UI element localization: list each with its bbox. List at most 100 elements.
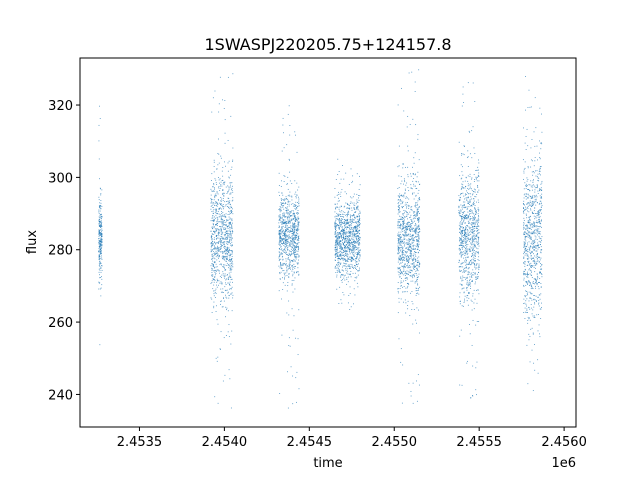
data-point: [229, 264, 231, 266]
data-point: [218, 241, 220, 243]
data-point: [358, 252, 360, 254]
data-point: [220, 184, 222, 186]
data-point: [399, 273, 401, 275]
data-point: [354, 217, 356, 218]
data-point: [463, 102, 465, 103]
data-point: [356, 232, 358, 234]
data-point: [532, 171, 534, 172]
data-point: [98, 211, 100, 213]
data-point: [288, 205, 290, 207]
data-point: [403, 267, 405, 269]
data-point: [288, 203, 290, 205]
data-point: [411, 253, 413, 255]
data-point: [218, 233, 220, 235]
data-point: [226, 224, 227, 226]
data-point: [356, 226, 358, 228]
data-point: [232, 237, 233, 239]
data-point: [338, 262, 340, 264]
data-point: [402, 240, 404, 242]
data-point: [417, 251, 419, 253]
data-point: [231, 256, 233, 257]
data-point: [462, 166, 463, 168]
data-point: [343, 232, 345, 234]
data-point: [284, 284, 286, 286]
data-point: [476, 394, 477, 396]
data-point: [342, 242, 344, 244]
data-point: [352, 249, 354, 251]
data-point: [524, 295, 526, 297]
data-point: [538, 314, 539, 315]
data-point: [286, 212, 288, 214]
data-point: [460, 233, 462, 235]
data-point: [477, 240, 479, 242]
data-point: [297, 243, 299, 245]
data-point: [414, 218, 416, 219]
data-point: [401, 241, 402, 243]
data-point: [473, 244, 475, 246]
data-point: [400, 224, 402, 226]
data-point: [294, 265, 296, 267]
data-point: [341, 254, 343, 256]
data-point: [212, 228, 214, 230]
data-point: [461, 242, 463, 244]
data-point: [285, 231, 287, 233]
data-point: [220, 248, 222, 250]
data-point: [415, 232, 416, 234]
data-point: [415, 215, 417, 217]
data-point: [279, 272, 280, 274]
data-point: [220, 155, 222, 157]
data-point: [459, 239, 461, 241]
data-point: [478, 321, 480, 322]
data-point: [464, 267, 466, 269]
data-point: [210, 265, 212, 267]
data-point: [406, 227, 408, 229]
data-point: [99, 261, 101, 263]
data-point: [418, 221, 420, 223]
data-point: [463, 154, 465, 156]
data-point: [346, 235, 348, 237]
data-point: [286, 241, 288, 243]
data-point: [98, 262, 100, 264]
data-point: [217, 269, 219, 271]
data-point: [459, 227, 461, 229]
data-point: [397, 206, 399, 207]
data-point: [359, 184, 361, 186]
data-point: [410, 246, 412, 248]
data-point: [341, 252, 342, 254]
data-point: [346, 235, 348, 237]
data-point: [413, 192, 415, 194]
data-point: [287, 259, 289, 260]
data-point: [220, 211, 222, 212]
data-point: [471, 222, 473, 223]
data-point: [223, 184, 225, 186]
data-point: [292, 213, 294, 215]
data-point: [213, 262, 215, 264]
data-point: [405, 197, 407, 199]
data-point: [225, 230, 227, 232]
data-point: [294, 231, 296, 233]
data-point: [211, 238, 213, 240]
data-point: [351, 197, 353, 199]
data-point: [416, 288, 418, 289]
data-point: [471, 232, 473, 233]
data-point: [211, 237, 212, 239]
data-point: [215, 236, 217, 237]
data-point: [344, 238, 346, 240]
data-point: [293, 234, 295, 236]
data-point: [230, 244, 232, 246]
data-point: [399, 225, 401, 226]
data-point: [411, 228, 413, 230]
data-point: [461, 241, 463, 243]
data-point: [342, 237, 344, 239]
data-point: [336, 224, 338, 226]
data-point: [352, 234, 354, 236]
data-point: [406, 259, 408, 260]
data-point: [359, 175, 360, 177]
data-point: [357, 239, 359, 241]
data-point: [339, 210, 341, 212]
data-point: [296, 212, 298, 214]
data-point: [221, 242, 223, 244]
data-point: [468, 188, 470, 190]
data-point: [98, 216, 100, 218]
data-point: [417, 231, 419, 233]
